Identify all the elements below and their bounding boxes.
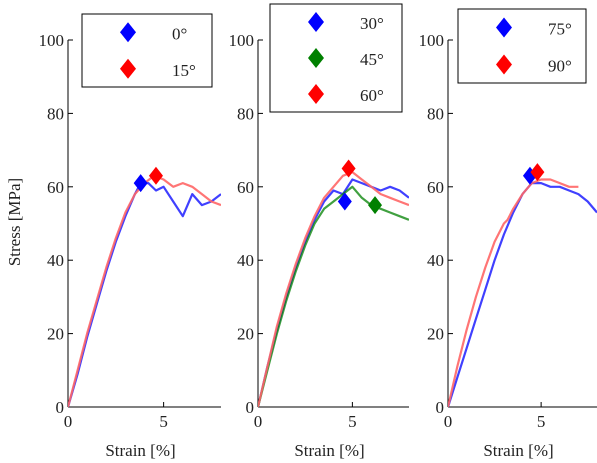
y-tick-label: 0: [246, 398, 255, 417]
legend-box: [457, 8, 587, 84]
series-line-0: [258, 178, 409, 408]
y-tick-label: 60: [237, 178, 254, 197]
peak-marker-0: [133, 174, 148, 193]
y-tick-label: 100: [39, 31, 65, 50]
legend-label-1: 45°: [360, 50, 384, 69]
x-tick-label: 0: [254, 412, 263, 431]
y-tick-label: 80: [427, 104, 444, 123]
x-tick-label: 0: [444, 412, 453, 431]
x-axis-label: Strain [%]: [294, 441, 364, 460]
legend-marker-0: [496, 17, 512, 38]
peak-marker-1: [148, 166, 163, 185]
legend-marker-1: [496, 54, 512, 75]
x-tick-label: 5: [159, 412, 168, 431]
legend-label-0: 0°: [172, 24, 187, 43]
series-line-2: [258, 171, 409, 408]
y-tick-label: 20: [47, 325, 64, 344]
panel-2: 0 20 40 60 80 100 0 5 Strain [%] 75° 90°: [419, 8, 597, 460]
series-line-1: [448, 178, 579, 408]
series-line-0: [448, 182, 597, 408]
legend-label-2: 60°: [360, 86, 384, 105]
data-area: [448, 178, 597, 408]
legend-label-0: 30°: [360, 14, 384, 33]
x-tick-label: 5: [348, 412, 357, 431]
y-tick-label: 0: [56, 398, 65, 417]
y-tick-label: 20: [427, 325, 444, 344]
peak-marker-1: [530, 163, 545, 182]
legend-label-1: 15°: [172, 61, 196, 80]
data-area: [258, 171, 409, 408]
data-area: [68, 174, 221, 408]
legend-marker-0: [308, 12, 324, 32]
legend-marker-0: [120, 22, 136, 43]
y-tick-label: 40: [237, 251, 254, 270]
y-tick-label: 100: [229, 31, 255, 50]
y-tick-label: 0: [436, 398, 445, 417]
y-tick-label: 40: [47, 251, 64, 270]
series-line-1: [68, 174, 221, 408]
x-tick-label: 0: [64, 412, 73, 431]
series-line-0: [68, 182, 221, 408]
legend-marker-1: [308, 48, 324, 68]
panel-1: 0 20 40 60 80 100 0 5 Strain [%] 30° 45° 60°: [229, 3, 409, 460]
peak-marker-2: [341, 159, 356, 178]
y-tick-label: 80: [237, 104, 254, 123]
x-tick-label: 5: [537, 412, 546, 431]
y-tick-label: 20: [237, 325, 254, 344]
y-axis-label: Stress [MPa]: [5, 178, 24, 266]
legend-label-1: 90°: [548, 57, 572, 76]
x-axis-label: Strain [%]: [105, 441, 175, 460]
legend-box: [269, 3, 403, 113]
y-tick-label: 100: [419, 31, 445, 50]
y-tick-label: 60: [47, 178, 64, 197]
legend-marker-1: [120, 58, 136, 79]
series-line-1: [258, 185, 409, 408]
y-tick-label: 60: [427, 178, 444, 197]
panel-0: 0 20 40 60 80 100 0 5 Strain [%] 0° 15°: [39, 13, 221, 460]
legend-marker-2: [308, 84, 324, 104]
legend-label-0: 75°: [548, 20, 572, 39]
peak-marker-1: [368, 196, 383, 215]
peak-marker-0: [337, 192, 352, 211]
y-tick-label: 40: [427, 251, 444, 270]
legend-box: [81, 13, 213, 88]
x-axis-label: Strain [%]: [483, 441, 553, 460]
y-tick-label: 80: [47, 104, 64, 123]
